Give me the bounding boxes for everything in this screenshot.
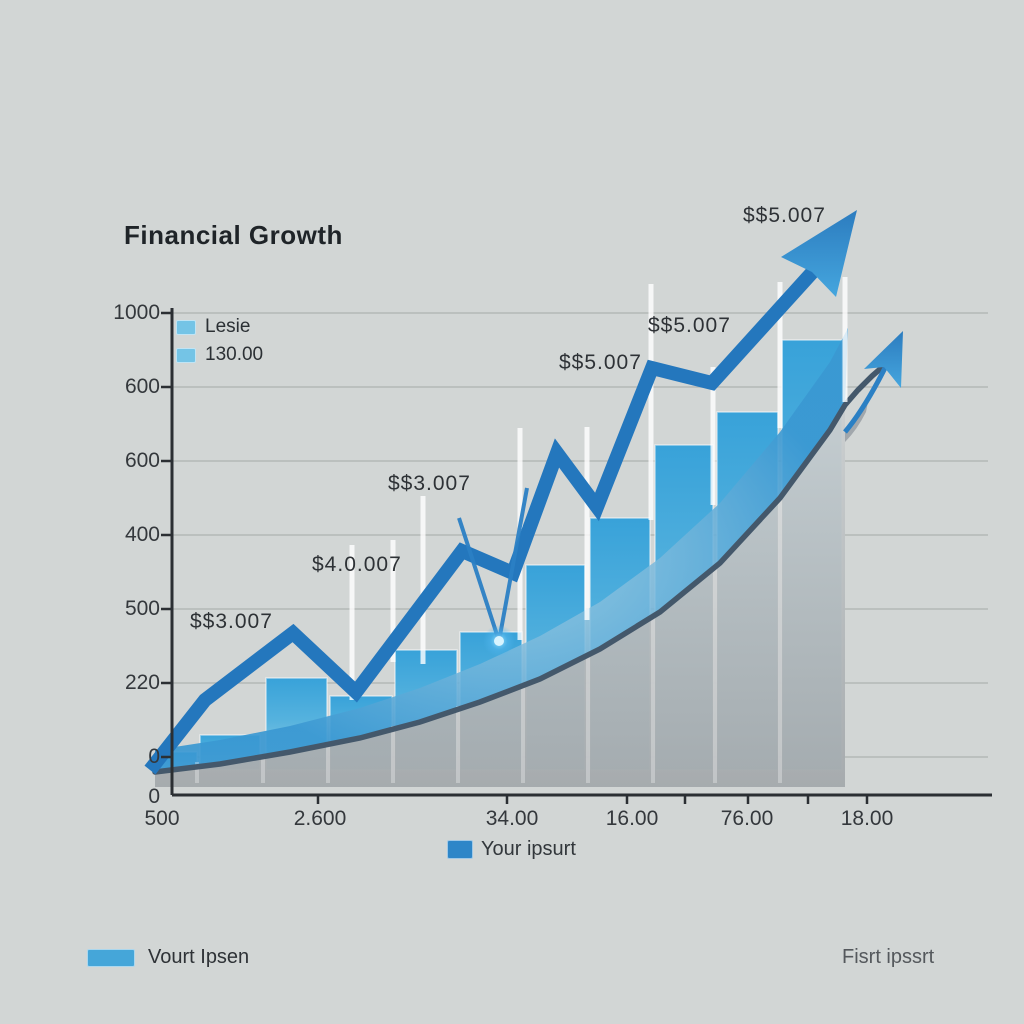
x-tick-label: 76.00 [720,807,774,830]
data-label: $$3.007 [190,610,273,633]
legend-label: Lesie [205,316,251,337]
small-arrow-shaft [843,364,889,434]
legend-swatch-icon [87,948,135,967]
trend-arrow-icon [781,210,857,297]
y-tick-label: 400 [124,523,160,546]
data-label: $$5.007 [743,204,826,227]
y-tick-label: 0 [148,745,160,768]
data-label: $$5.007 [559,351,642,374]
x-tick-label: 16.00 [605,807,659,830]
x-tick-label: 500 [144,807,180,830]
legend-swatch-icon [447,840,473,859]
gray-area [155,405,845,787]
legend-label: 130.00 [205,344,264,365]
series-legend: Your ipsurt [447,838,576,861]
footer-left-label: Vourt Ipsen [148,946,250,968]
legend-swatch-icon [176,347,196,363]
footer-right-label: Fisrt ipssrt [842,946,935,968]
y-tick-label: 220 [124,671,160,694]
x-tick-label: 18.00 [840,807,894,830]
data-label: $$5.007 [648,314,731,337]
data-label: $4.0.007 [312,553,402,576]
plot-legend-item: Lesie [176,313,263,341]
chart-title: Financial Growth [124,220,343,250]
y-tick-label: 500 [124,597,160,620]
plot-legend-item: 130.00 [176,341,263,369]
glow-marker-core [494,636,504,646]
blue-band-area [155,328,848,772]
y-tick-label: 600 [124,449,160,472]
series-legend-label: Your ipsurt [481,838,576,860]
plot-legend: Lesie 130.00 [176,313,263,369]
small-arrow-icon [864,331,903,388]
x-tick-label: 2.600 [293,807,347,830]
y-tick-label: 600 [124,375,160,398]
y-tick-label: 1000 [113,301,160,324]
data-label: $$3.007 [388,472,471,495]
legend-swatch-icon [176,319,196,335]
area-curve-stroke [152,361,889,775]
y-tick-label: 0 [148,785,160,808]
x-tick-label: 34.00 [485,807,539,830]
footer-legend-left: Vourt Ipsen [87,946,249,969]
